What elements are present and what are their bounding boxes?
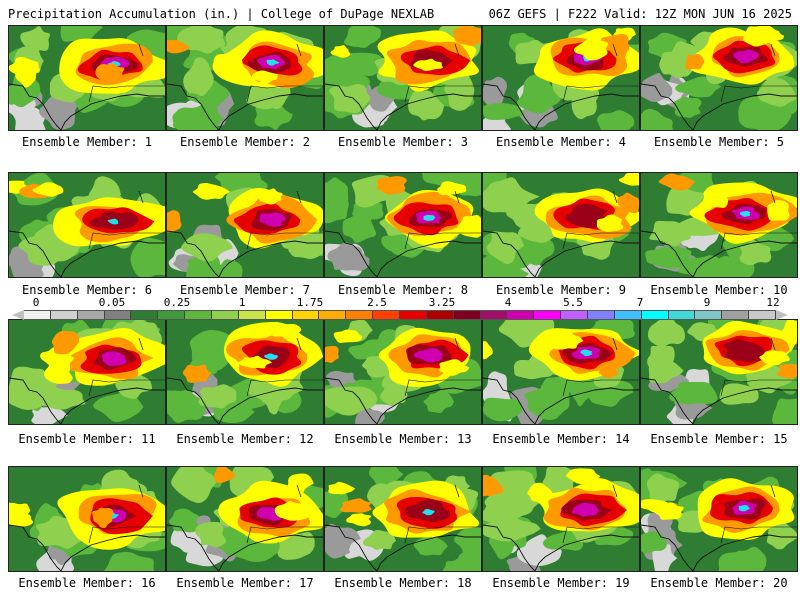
colorbar-cell: [185, 311, 213, 319]
colorbar-tick-label: 9: [703, 296, 711, 309]
colorbar-tick-label: 1.75: [296, 296, 324, 309]
ensemble-member-label: Ensemble Member: 5: [653, 135, 785, 149]
colorbar-cell: [722, 311, 750, 319]
colorbar-cell: [373, 311, 401, 319]
colorbar-cell: [238, 311, 266, 319]
ensemble-member-label: Ensemble Member: 19: [492, 576, 630, 590]
ensemble-member-label: Ensemble Member: 9: [495, 283, 627, 297]
colorbar-cell: [212, 311, 239, 319]
colorbar-cell: [319, 311, 347, 319]
ensemble-member-label: Ensemble Member: 8: [337, 283, 469, 297]
colorbar-track: [24, 310, 777, 320]
colorbar-cell: [346, 311, 374, 319]
ensemble-member-map: [166, 319, 324, 425]
colorbar-cell: [534, 311, 562, 319]
ensemble-member-label: Ensemble Member: 6: [21, 283, 153, 297]
colorbar-cell: [292, 311, 320, 319]
ensemble-member-map: [8, 319, 166, 425]
colorbar-tick-label: 7: [636, 296, 644, 309]
ensemble-member-map: [640, 25, 798, 131]
colorbar-tick-label: 12: [766, 296, 780, 309]
ensemble-member-map: [640, 466, 798, 572]
colorbar-cell: [614, 311, 642, 319]
colorbar-cell: [507, 311, 535, 319]
colorbar-cell: [561, 311, 589, 319]
ensemble-member-label: Ensemble Member: 7: [179, 283, 311, 297]
colorbar-left-arrow: [12, 310, 24, 320]
colorbar-cell: [104, 311, 132, 319]
colorbar-cell: [695, 311, 723, 319]
ensemble-member-label: Ensemble Member: 11: [18, 432, 156, 446]
colorbar-cell: [588, 311, 615, 319]
colorbar-cell: [480, 311, 508, 319]
ensemble-member-label: Ensemble Member: 20: [650, 576, 788, 590]
ensemble-member-label: Ensemble Member: 17: [176, 576, 314, 590]
colorbar-tick-label: 3.25: [428, 296, 456, 309]
page-title: Precipitation Accumulation (in.) | Colle…: [8, 7, 435, 21]
colorbar-cell: [668, 311, 696, 319]
colorbar-cell: [24, 311, 51, 319]
ensemble-member-label: Ensemble Member: 4: [495, 135, 627, 149]
ensemble-member-label: Ensemble Member: 3: [337, 135, 469, 149]
colorbar-cell: [453, 311, 481, 319]
ensemble-member-map: [482, 172, 640, 278]
ensemble-member-map: [166, 25, 324, 131]
colorbar-tick-label: 4: [504, 296, 512, 309]
ensemble-member-map: [166, 172, 324, 278]
ensemble-member-map: [324, 172, 482, 278]
ensemble-member-label: Ensemble Member: 18: [334, 576, 472, 590]
ensemble-member-map: [482, 25, 640, 131]
colorbar-cell: [50, 311, 78, 319]
colorbar-tick-label: 1: [238, 296, 246, 309]
colorbar-tick-label: 0.05: [98, 296, 126, 309]
colorbar-tick-label: 0: [32, 296, 40, 309]
colorbar-cell: [749, 311, 777, 319]
ensemble-member-label: Ensemble Member: 10: [650, 283, 788, 297]
ensemble-member-map: [324, 25, 482, 131]
colorbar-tick-label: 0.25: [163, 296, 191, 309]
colorbar-cell: [400, 311, 427, 319]
colorbar-legend: 0 0.05 0.25 1 1.75 2.5 3.25 4 5.5 7 9 12: [10, 296, 790, 320]
colorbar-cell: [265, 311, 293, 319]
ensemble-member-label: Ensemble Member: 14: [492, 432, 630, 446]
ensemble-member-map: [482, 319, 640, 425]
ensemble-member-label: Ensemble Member: 13: [334, 432, 472, 446]
ensemble-member-map: [640, 172, 798, 278]
colorbar-cell: [77, 311, 105, 319]
ensemble-member-map: [8, 25, 166, 131]
run-info: 06Z GEFS | F222 Valid: 12Z MON JUN 16 20…: [488, 7, 792, 21]
ensemble-member-label: Ensemble Member: 15: [650, 432, 788, 446]
ensemble-member-map: [166, 466, 324, 572]
ensemble-member-map: [8, 172, 166, 278]
colorbar-cell: [131, 311, 159, 319]
ensemble-member-label: Ensemble Member: 12: [176, 432, 314, 446]
colorbar-right-arrow: [776, 310, 788, 320]
colorbar-cell: [426, 311, 454, 319]
ensemble-member-map: [324, 466, 482, 572]
colorbar-tick-label: 2.5: [367, 296, 387, 309]
colorbar-cell: [641, 311, 669, 319]
ensemble-member-map: [8, 466, 166, 572]
ensemble-member-label: Ensemble Member: 2: [179, 135, 311, 149]
ensemble-member-label: Ensemble Member: 1: [21, 135, 153, 149]
ensemble-member-map: [324, 319, 482, 425]
colorbar-cell: [158, 311, 186, 319]
ensemble-member-label: Ensemble Member: 16: [18, 576, 156, 590]
ensemble-member-map: [482, 466, 640, 572]
ensemble-member-map: [640, 319, 798, 425]
colorbar-tick-label: 5.5: [563, 296, 583, 309]
